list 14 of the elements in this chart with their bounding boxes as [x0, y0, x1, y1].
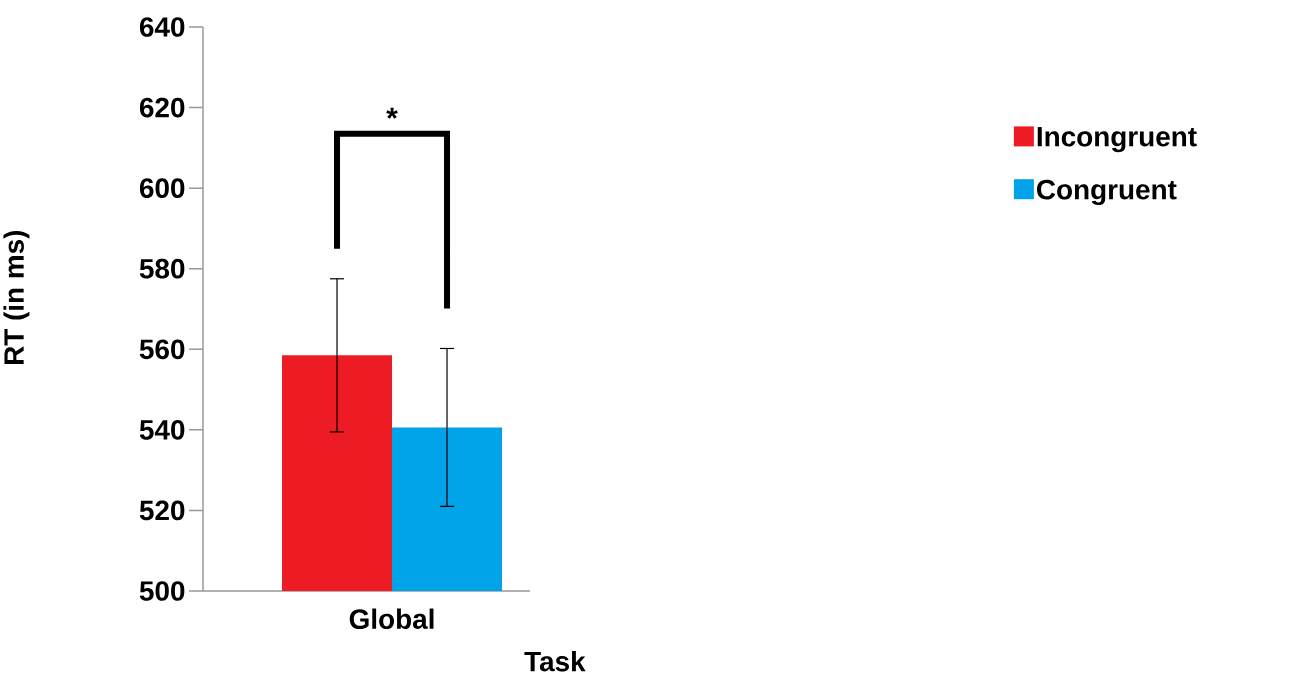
- y-tick-label: 520: [139, 500, 185, 521]
- y-tick-label: 600: [139, 178, 185, 199]
- annotation: *: [386, 107, 398, 119]
- y-tick-label: 540: [139, 419, 185, 440]
- y-tick-label: 640: [139, 17, 185, 37]
- x-axis-title: Task: [524, 650, 586, 672]
- legend-label: Congruent: [1037, 179, 1177, 206]
- x-tick-label: Global: [349, 608, 434, 629]
- y-tick-label: 580: [139, 258, 185, 279]
- y-tick-label: 560: [139, 339, 185, 360]
- y-axis-title: RT (in ms): [3, 230, 30, 365]
- legend-label: Incongruent: [1037, 127, 1197, 153]
- y-tick-label: 620: [139, 97, 185, 118]
- y-tick-label: 500: [139, 581, 185, 601]
